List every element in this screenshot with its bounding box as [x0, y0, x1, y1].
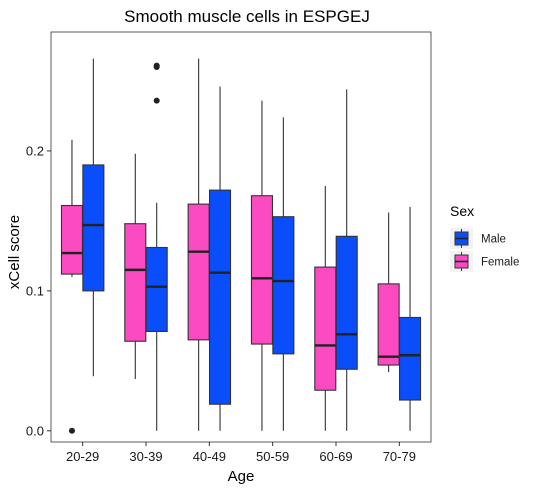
x-tick-label: 40-49: [193, 449, 226, 464]
legend-label: Male: [481, 234, 506, 246]
box-iqr: [272, 216, 295, 355]
box-iqr: [187, 203, 210, 341]
box-iqr: [208, 189, 232, 405]
x-tick-label: 60-69: [319, 449, 352, 464]
outlier-point: [153, 62, 160, 69]
y-tick-label: 0.1: [26, 283, 44, 298]
outlier-point: [153, 97, 160, 104]
chart-title: Smooth muscle cells in ESPGEJ: [124, 7, 370, 26]
x-tick-label: 70-79: [383, 449, 416, 464]
legend-title: Sex: [450, 203, 474, 219]
box-iqr: [145, 246, 168, 333]
y-tick-label: 0.2: [26, 143, 44, 158]
plot-marks: [60, 58, 422, 434]
box-iqr: [377, 283, 400, 366]
box-male-2: [208, 86, 232, 431]
x-tick-label: 50-59: [256, 449, 289, 464]
box-female-3: [250, 100, 274, 431]
box-male-1: [145, 62, 168, 431]
box-iqr: [60, 204, 84, 275]
axes: 0.0 0.1 0.2 20-29 30-39 40-49 50-59 60-69 70-79: [26, 143, 416, 464]
y-tick-label: 0.0: [26, 423, 44, 438]
box-iqr: [82, 164, 105, 292]
box-female-1: [124, 153, 147, 380]
box-iqr: [314, 266, 337, 391]
x-tick-label: 20-29: [66, 449, 99, 464]
box-male-5: [398, 206, 422, 431]
box-female-2: [187, 58, 210, 431]
box-iqr: [398, 316, 422, 401]
legend: Sex Male Female: [450, 203, 519, 272]
box-male-3: [272, 117, 295, 431]
box-iqr: [250, 195, 274, 345]
x-tick-label: 30-39: [129, 449, 162, 464]
box-female-4: [314, 185, 337, 431]
box-male-0: [82, 58, 105, 377]
legend-entry-female: Female: [450, 251, 519, 272]
legend-entry-male: Male: [450, 228, 506, 249]
plot-panel: [50, 31, 432, 443]
box-female-5: [377, 212, 400, 373]
outlier-point: [68, 427, 75, 434]
box-male-4: [335, 89, 358, 431]
x-axis-title: Age: [228, 468, 255, 485]
legend-label: Female: [481, 257, 519, 269]
y-axis-title: xCell score: [6, 215, 23, 289]
box-iqr: [124, 223, 147, 342]
box-iqr: [335, 235, 358, 370]
